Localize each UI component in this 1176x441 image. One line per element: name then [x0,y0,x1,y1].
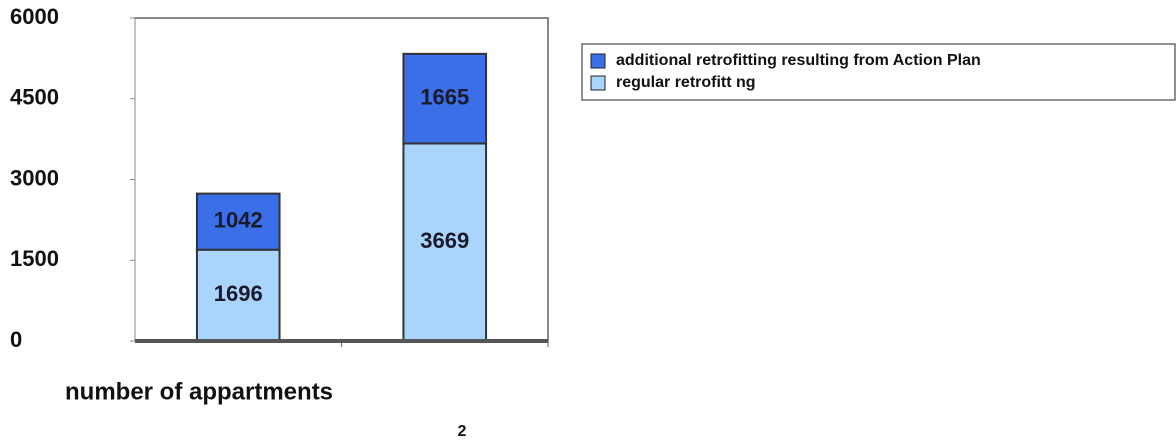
bar-segment [195,192,281,251]
y-tick-label: 1500 [10,246,59,271]
x-axis-label: number of appartments [65,378,333,405]
data-label: 1696 [214,281,263,306]
y-tick-label: 3000 [10,165,59,190]
bar-segment [402,142,488,342]
bar-segment [402,52,488,145]
legend-swatch [590,53,606,69]
data-label: 1042 [214,207,263,232]
legend-box [581,43,1176,101]
legend-label: regular retrofitt ng [616,74,756,91]
data-label: 3669 [420,228,469,253]
y-tick-label: 0 [10,327,22,352]
y-tick-label: 4500 [10,85,59,110]
data-label: 1665 [420,84,469,109]
plot-frame [135,17,549,341]
page-number: 2 [458,423,467,440]
y-tick-label: 6000 [10,4,59,29]
legend-label: additional retrofitting resulting from A… [616,52,981,69]
legend-swatch [590,75,606,91]
